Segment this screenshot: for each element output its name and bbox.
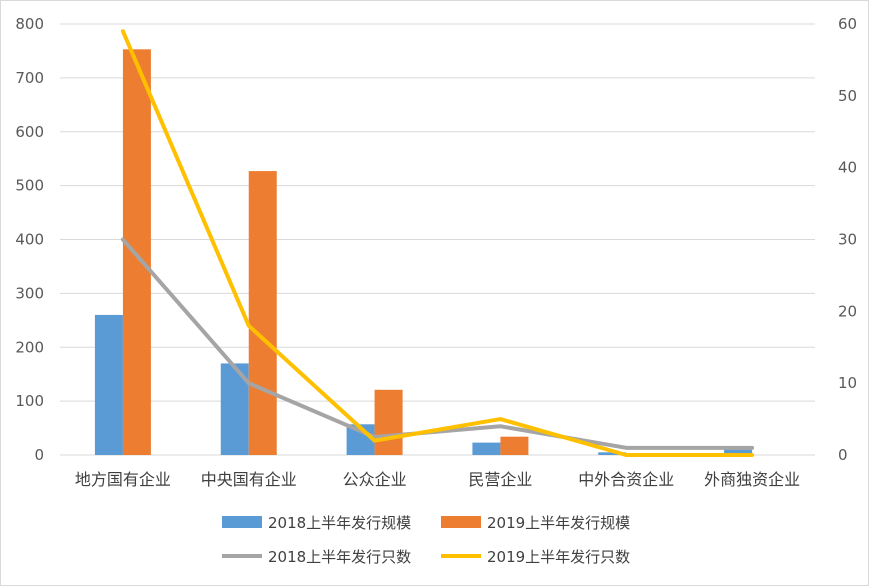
left-tick-label: 0	[34, 446, 44, 464]
bar	[598, 452, 627, 455]
right-tick-label: 10	[838, 374, 857, 392]
legend-swatch	[222, 516, 262, 528]
lines	[120, 29, 755, 457]
category-label: 公众企业	[343, 470, 407, 489]
legend: 2018上半年发行规模 2019上半年发行规模 2018上半年发行只数 2019上半年…	[222, 514, 630, 566]
category-axis: 地方国有企业 中央国有企业 公众企业 民营企业 中外合资企业 外商独资企业	[75, 470, 800, 489]
bar	[724, 449, 753, 455]
right-tick-label: 60	[838, 15, 857, 33]
right-tick-label: 20	[838, 302, 857, 320]
legend-entry: 2018上半年发行只数	[268, 548, 411, 566]
legend-entry: 2019上半年发行只数	[487, 548, 630, 566]
left-tick-label: 200	[15, 338, 44, 356]
bars	[94, 49, 753, 456]
bar	[94, 314, 123, 455]
bar	[122, 49, 151, 455]
legend-entry: 2018上半年发行规模	[268, 514, 411, 532]
right-tick-label: 40	[838, 159, 857, 177]
legend-swatch	[441, 516, 481, 528]
left-tick-label: 500	[15, 177, 44, 195]
right-tick-label: 30	[838, 231, 857, 249]
left-tick-label: 300	[15, 284, 44, 302]
right-tick-label: 50	[838, 87, 857, 105]
category-label: 地方国有企业	[75, 470, 171, 489]
category-label: 中央国有企业	[201, 470, 297, 489]
left-axis: 0 100 200 300 400 500 600 700 800	[15, 15, 44, 464]
right-axis: 0 10 20 30 40 50 60	[838, 15, 857, 464]
bar	[248, 171, 277, 456]
legend-entry: 2019上半年发行规模	[487, 514, 630, 532]
bar	[500, 436, 529, 455]
left-tick-label: 400	[15, 231, 44, 249]
category-label: 民营企业	[468, 470, 532, 489]
bar	[472, 442, 501, 455]
left-tick-label: 600	[15, 123, 44, 141]
left-tick-label: 800	[15, 15, 44, 33]
left-tick-label: 700	[15, 69, 44, 87]
left-tick-label: 100	[15, 392, 44, 410]
series-line	[120, 29, 755, 457]
right-tick-label: 0	[838, 446, 848, 464]
category-label: 外商独资企业	[704, 470, 800, 489]
category-label: 中外合资企业	[578, 470, 674, 489]
bar	[374, 389, 403, 455]
